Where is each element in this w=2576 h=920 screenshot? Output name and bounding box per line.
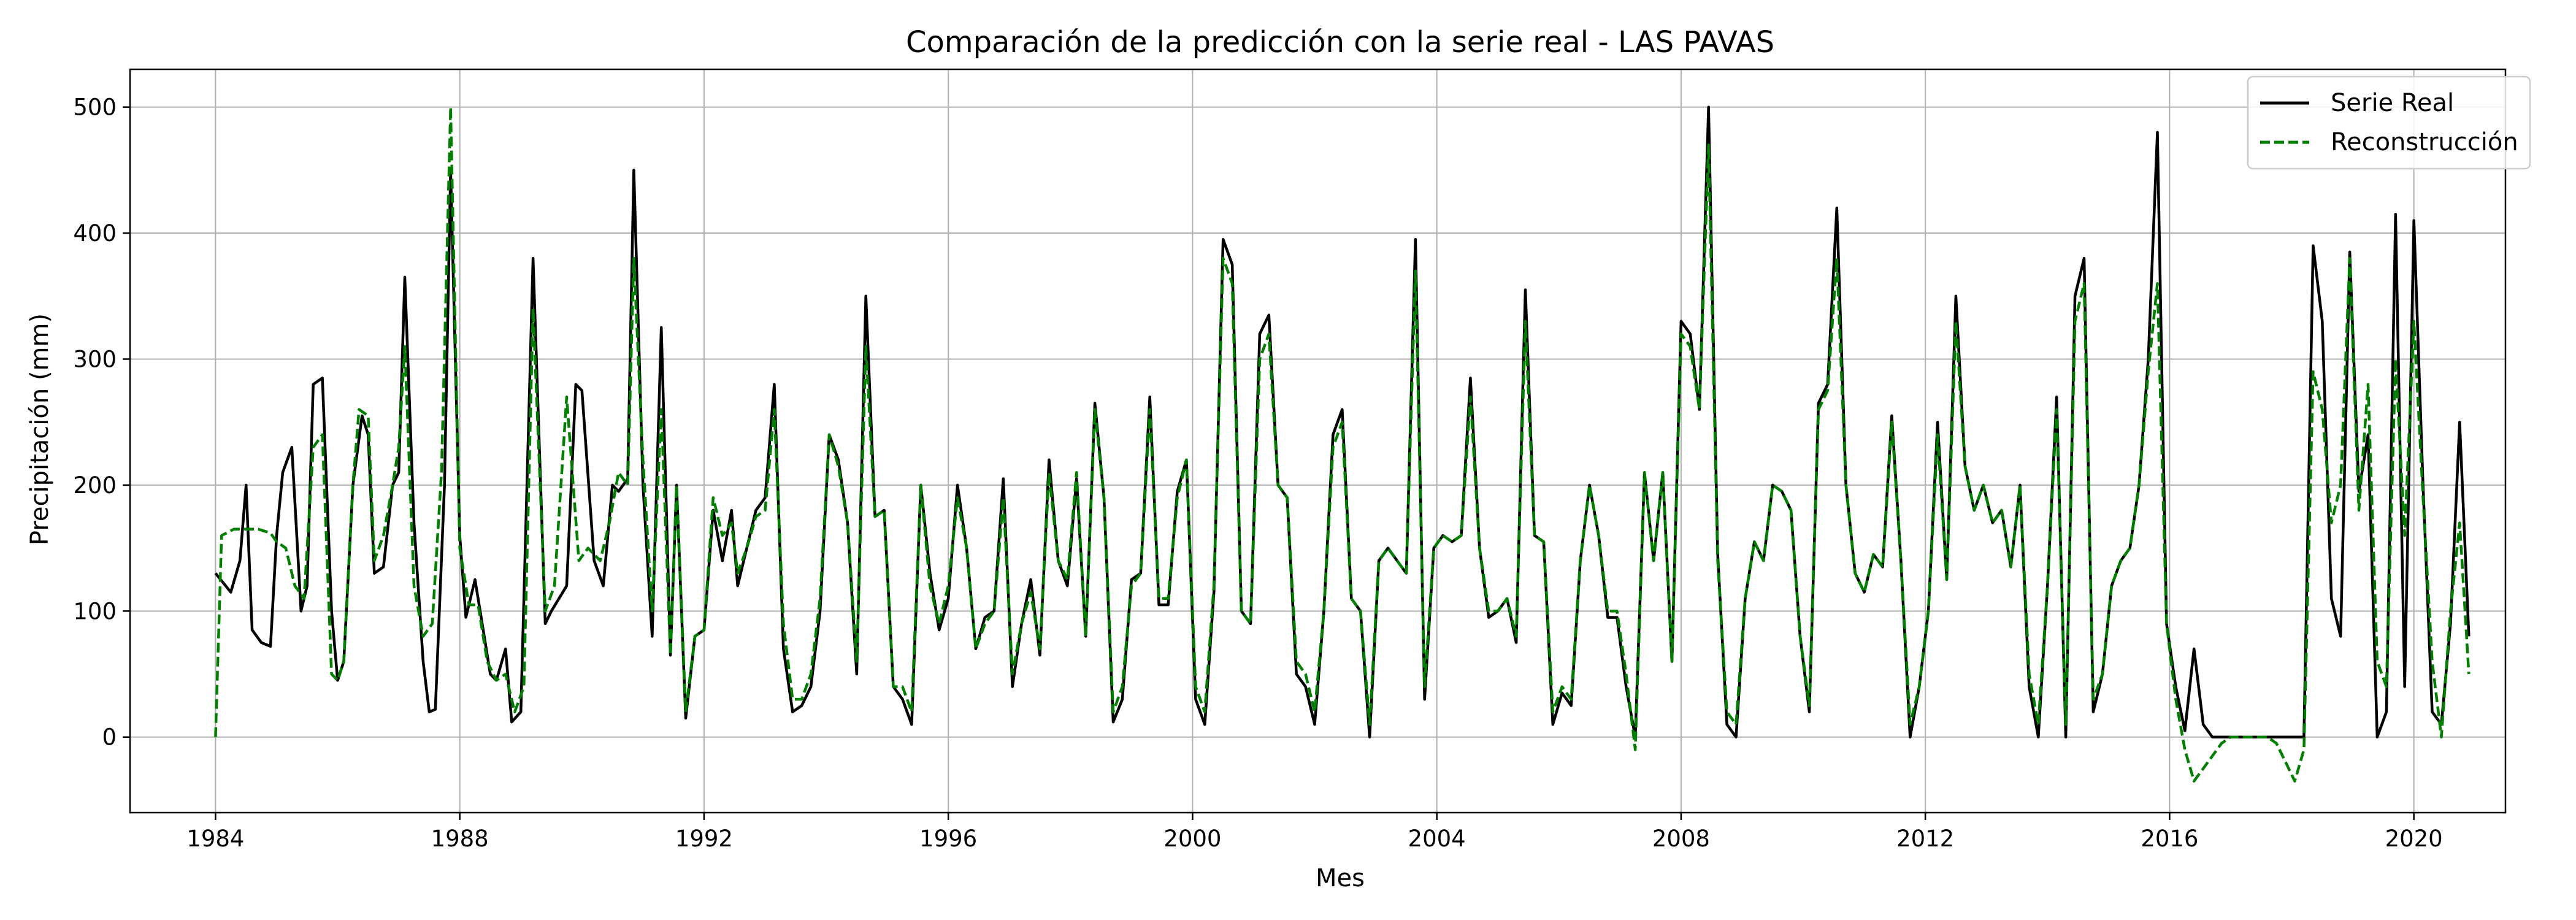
ticks: 1984 1988 1992 1996 2000 2004 2008 2012 2016 2020… (73, 94, 2442, 852)
series-layer (214, 105, 2471, 783)
x-axis-label: Mes (1316, 864, 1365, 892)
legend: Serie Real Reconstrucción (2247, 75, 2531, 170)
chart-title: Comparación de la predicción con la seri… (906, 25, 1774, 59)
legend-label-serie-real: Serie Real (2331, 89, 2454, 117)
x-tick-label: 1984 (186, 826, 244, 852)
legend-label-reconstruccion: Reconstrucción (2331, 128, 2518, 156)
legend-box (2247, 75, 2531, 170)
y-tick-label: 0 (102, 724, 117, 751)
x-tick-label: 2016 (2141, 826, 2198, 852)
x-tick-label: 2004 (1408, 826, 1466, 852)
y-tick-label: 500 (73, 94, 117, 121)
x-tick-label: 2000 (1163, 826, 1221, 852)
y-tick-label: 300 (73, 346, 117, 372)
plot-frame (129, 68, 2507, 814)
x-tick-label: 2020 (2385, 826, 2443, 852)
x-tick-label: 2012 (1896, 826, 1954, 852)
x-tick-label: 1996 (919, 826, 977, 852)
x-tick-label: 1992 (675, 826, 733, 852)
series-line-reconstruccion (214, 105, 2471, 783)
y-tick-label: 100 (73, 598, 117, 624)
y-axis-label: Precipitación (mm) (26, 313, 54, 545)
series-line-serie-real (214, 105, 2471, 738)
x-tick-label: 1988 (431, 826, 489, 852)
x-tick-label: 2008 (1652, 826, 1710, 852)
y-tick-label: 400 (73, 220, 117, 247)
y-tick-label: 200 (73, 472, 117, 499)
